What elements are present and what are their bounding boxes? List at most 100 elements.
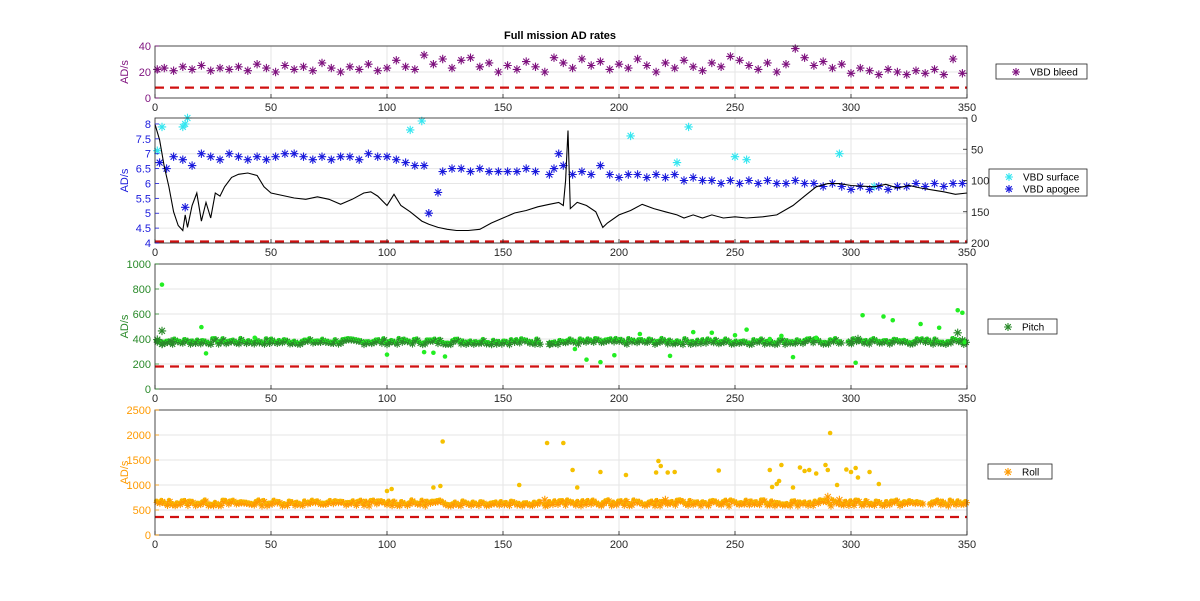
pitch-dense-star <box>779 336 787 344</box>
legend-bleed: VBD bleed <box>995 63 1088 80</box>
legend-label: VBD surface <box>1023 173 1080 184</box>
roll-dense-star <box>421 502 429 510</box>
pitch-dense-star <box>488 341 496 349</box>
x-tick-label: 200 <box>610 539 628 551</box>
roll-dense-star <box>278 502 286 510</box>
panel-vbd: 0 50 100 150 200 250 300 350 4 4.5 5 5.5 6 6.5 7 7.5 8 0 5… <box>119 113 1088 259</box>
data-point <box>308 66 317 75</box>
legend-label: Roll <box>1022 468 1039 479</box>
roll-dense-star <box>653 498 662 506</box>
roll-dense-star <box>355 498 363 507</box>
data-point <box>440 439 445 444</box>
roll-dense-star <box>904 499 912 507</box>
data-point <box>157 326 167 336</box>
roll-dense-star <box>490 500 498 508</box>
roll-dense-star <box>500 501 508 509</box>
data-point <box>797 465 803 470</box>
data-point <box>424 209 433 218</box>
x-tick-label: 200 <box>610 247 628 259</box>
roll-dense-star <box>671 501 679 509</box>
data-point <box>327 155 336 164</box>
roll-dense-star <box>845 501 853 509</box>
x-tick-label: 0 <box>152 247 158 259</box>
roll-dense-star <box>618 498 626 506</box>
data-point <box>457 164 466 173</box>
data-point <box>475 164 484 173</box>
roll-dense-star <box>725 502 733 510</box>
data-point <box>744 327 749 332</box>
x-tick-label: 200 <box>610 102 628 114</box>
data-point <box>867 469 872 475</box>
pitch-dense-star <box>916 337 924 345</box>
data-point <box>401 158 410 167</box>
pitch-dense-star <box>878 339 886 347</box>
pitch-dense-star <box>465 339 473 347</box>
data-point <box>744 176 754 185</box>
data-point <box>823 462 828 468</box>
legend-box <box>988 168 1088 197</box>
pitch-dense-star <box>648 337 656 345</box>
data-point <box>769 484 775 490</box>
x-tick-label: 350 <box>958 247 976 259</box>
roll-dense-star <box>192 502 200 510</box>
pitch-dense-star <box>250 340 258 348</box>
roll-dense-star <box>628 501 636 509</box>
data-point <box>853 465 858 471</box>
roll-dense-star <box>720 499 728 507</box>
pitch-dense-star <box>679 340 687 349</box>
roll-dense-star <box>809 501 817 510</box>
legend-roll: Roll <box>987 463 1053 480</box>
data-point <box>431 485 436 490</box>
data-point <box>162 164 171 173</box>
data-point <box>234 152 243 161</box>
data-point <box>531 62 540 71</box>
x-tick-label: 50 <box>265 393 277 405</box>
pitch-dense-star <box>378 339 386 347</box>
data-point <box>716 179 726 188</box>
roll-dense-star <box>536 498 544 507</box>
pitch-dense-star <box>235 340 243 348</box>
data-point <box>735 179 744 188</box>
data-point <box>605 65 614 74</box>
data-point <box>939 182 948 191</box>
data-point <box>698 176 707 185</box>
y2-tick-label: 0 <box>971 113 977 125</box>
data-point <box>336 67 345 77</box>
y-tick-label: 200 <box>133 359 151 371</box>
y-tick-label: 0 <box>145 384 151 396</box>
roll-dense-star <box>799 500 807 508</box>
data-point <box>447 63 457 73</box>
roll-dense-star <box>870 501 878 509</box>
roll-dense-star <box>181 498 189 506</box>
data-point <box>574 485 580 490</box>
data-point <box>384 352 390 357</box>
roll-dense-star <box>893 497 901 505</box>
x-tick-label: 200 <box>610 393 628 405</box>
series-pitch <box>153 326 967 349</box>
pitch-dense-star <box>454 336 463 344</box>
roll-dense-star <box>697 502 705 510</box>
y-axis-label: AD/s <box>119 60 131 84</box>
legend-marker <box>1005 173 1013 181</box>
pitch-dense-star <box>493 340 501 348</box>
depth-line <box>154 124 968 232</box>
data-point <box>503 61 512 70</box>
pitch-dense-star <box>868 337 876 345</box>
data-point <box>178 155 187 164</box>
roll-dense-star <box>171 502 179 510</box>
data-point <box>911 66 921 75</box>
data-point <box>672 469 677 475</box>
data-point <box>442 354 448 359</box>
pitch-dense-star <box>623 340 631 348</box>
roll-dense-star <box>534 500 542 508</box>
roll-dense-star <box>666 499 674 508</box>
series-vbd-bleed <box>153 44 967 79</box>
data-point <box>153 65 162 74</box>
data-point <box>160 63 169 73</box>
roll-dense-star <box>505 501 514 510</box>
data-point <box>392 155 401 164</box>
roll-dense-star <box>855 497 863 506</box>
roll-dense-star <box>794 502 802 510</box>
y-tick-label: 8 <box>145 119 151 131</box>
